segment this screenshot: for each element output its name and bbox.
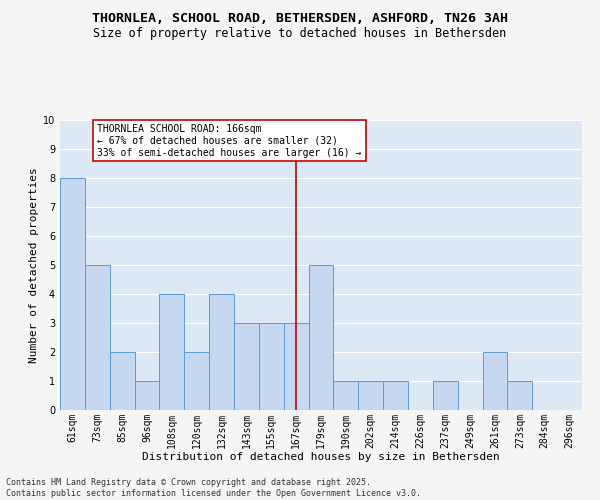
Bar <box>358 381 383 410</box>
Bar <box>259 323 284 410</box>
X-axis label: Distribution of detached houses by size in Bethersden: Distribution of detached houses by size … <box>142 452 500 462</box>
Bar <box>334 381 358 410</box>
Bar <box>134 381 160 410</box>
Bar <box>110 352 134 410</box>
Bar <box>482 352 508 410</box>
Bar <box>383 381 408 410</box>
Bar <box>160 294 184 410</box>
Bar <box>284 323 308 410</box>
Bar <box>308 265 334 410</box>
Y-axis label: Number of detached properties: Number of detached properties <box>29 167 39 363</box>
Bar <box>209 294 234 410</box>
Bar <box>433 381 458 410</box>
Text: THORNLEA, SCHOOL ROAD, BETHERSDEN, ASHFORD, TN26 3AH: THORNLEA, SCHOOL ROAD, BETHERSDEN, ASHFO… <box>92 12 508 26</box>
Bar <box>85 265 110 410</box>
Bar <box>184 352 209 410</box>
Text: Size of property relative to detached houses in Bethersden: Size of property relative to detached ho… <box>94 28 506 40</box>
Bar <box>508 381 532 410</box>
Bar <box>234 323 259 410</box>
Text: Contains HM Land Registry data © Crown copyright and database right 2025.
Contai: Contains HM Land Registry data © Crown c… <box>6 478 421 498</box>
Text: THORNLEA SCHOOL ROAD: 166sqm
← 67% of detached houses are smaller (32)
33% of se: THORNLEA SCHOOL ROAD: 166sqm ← 67% of de… <box>97 124 362 158</box>
Bar <box>60 178 85 410</box>
